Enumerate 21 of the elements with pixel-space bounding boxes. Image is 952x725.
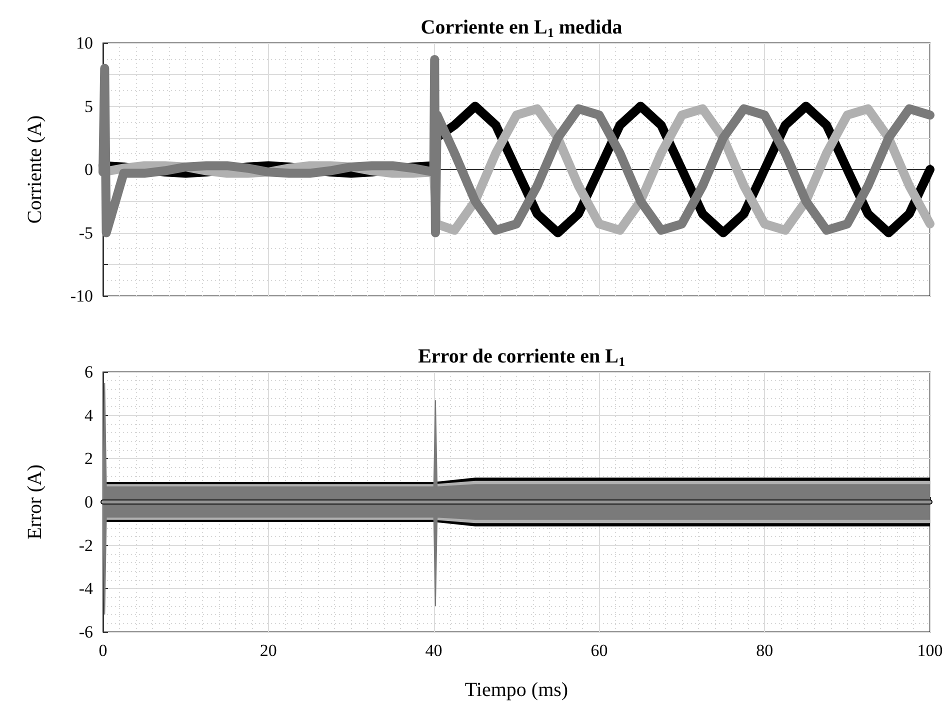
x-tick-label: 60 — [590, 641, 608, 660]
y-tick-label: 0 — [84, 160, 93, 179]
x-tick-label: 20 — [260, 641, 277, 660]
x-axis-title: Tiempo (ms) — [464, 679, 568, 701]
y-tick-label: -10 — [70, 286, 93, 306]
y-axis-title: Error (A) — [24, 464, 46, 540]
y-tick-label: 6 — [84, 362, 93, 382]
y-tick-label: -2 — [78, 536, 93, 555]
x-tick-label: 80 — [756, 641, 774, 660]
y-axis-title: Corriente (A) — [24, 115, 46, 224]
x-tick-label: 100 — [917, 641, 943, 660]
y-tick-label: -4 — [78, 579, 94, 598]
y-tick-label: 2 — [84, 449, 93, 468]
x-tick-label: 40 — [425, 641, 442, 660]
y-tick-label: -6 — [78, 622, 93, 642]
x-tick-label: 0 — [98, 641, 108, 660]
y-tick-label: 4 — [84, 406, 94, 425]
y-tick-label: 0 — [84, 492, 93, 512]
y-tick-label: -5 — [78, 223, 93, 242]
y-tick-label: 5 — [84, 96, 93, 116]
y-tick-label: 10 — [76, 34, 93, 52]
